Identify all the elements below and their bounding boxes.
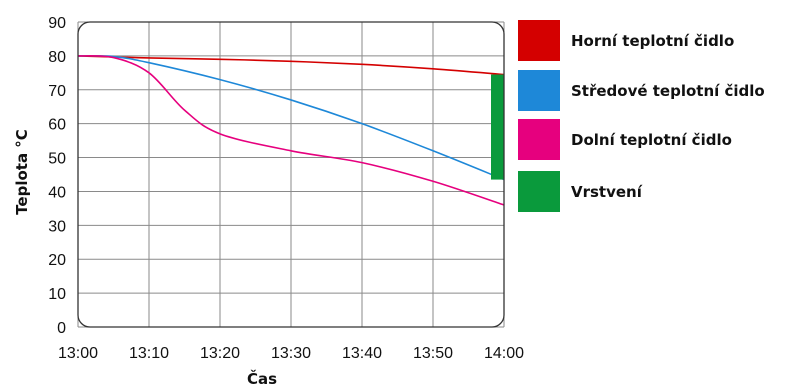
legend-label: Dolní teplotní čidlo xyxy=(571,131,732,149)
y-tick-label: 10 xyxy=(48,286,66,303)
y-axis-title: Teplota °C xyxy=(13,129,31,215)
series-line-2 xyxy=(77,55,505,181)
stratification-bar xyxy=(491,74,504,180)
y-tick-label: 0 xyxy=(57,320,66,337)
legend-label: Horní teplotní čidlo xyxy=(571,32,734,50)
y-tick-label: 70 xyxy=(48,83,66,100)
x-tick-labels: 13:00 13:10 13:20 13:30 13:40 13:50 14:00 xyxy=(58,345,524,362)
x-tick-label: 13:50 xyxy=(413,345,453,362)
x-axis-title: Čas xyxy=(247,369,277,388)
legend-swatch xyxy=(518,171,560,212)
x-tick-label: 13:10 xyxy=(129,345,169,362)
y-tick-label: 40 xyxy=(48,184,66,201)
y-tick-label: 60 xyxy=(48,117,66,134)
x-tick-label: 13:20 xyxy=(200,345,240,362)
legend-label: Vrstvení xyxy=(571,183,643,201)
plot-frame xyxy=(77,21,505,328)
y-tick-label: 20 xyxy=(48,252,66,269)
series-line-3 xyxy=(77,54,505,206)
y-tick-label: 50 xyxy=(48,151,66,168)
x-tick-label: 14:00 xyxy=(484,345,524,362)
series-lines xyxy=(77,54,505,206)
x-tick-label: 13:30 xyxy=(271,345,311,362)
stratification xyxy=(491,74,504,180)
grid xyxy=(77,21,505,328)
legend-swatch xyxy=(518,20,560,61)
legend-label: Středové teplotní čidlo xyxy=(571,82,765,100)
legend: Horní teplotní čidlo Středové teplotní či… xyxy=(518,20,765,212)
y-tick-labels: 0 10 20 30 40 50 60 70 80 90 xyxy=(48,15,66,337)
y-tick-label: 80 xyxy=(48,49,66,66)
legend-swatch xyxy=(518,119,560,160)
x-tick-label: 13:40 xyxy=(342,345,382,362)
x-tick-label: 13:00 xyxy=(58,345,98,362)
legend-swatch xyxy=(518,70,560,111)
y-tick-label: 90 xyxy=(48,15,66,32)
y-tick-label: 30 xyxy=(48,218,66,235)
